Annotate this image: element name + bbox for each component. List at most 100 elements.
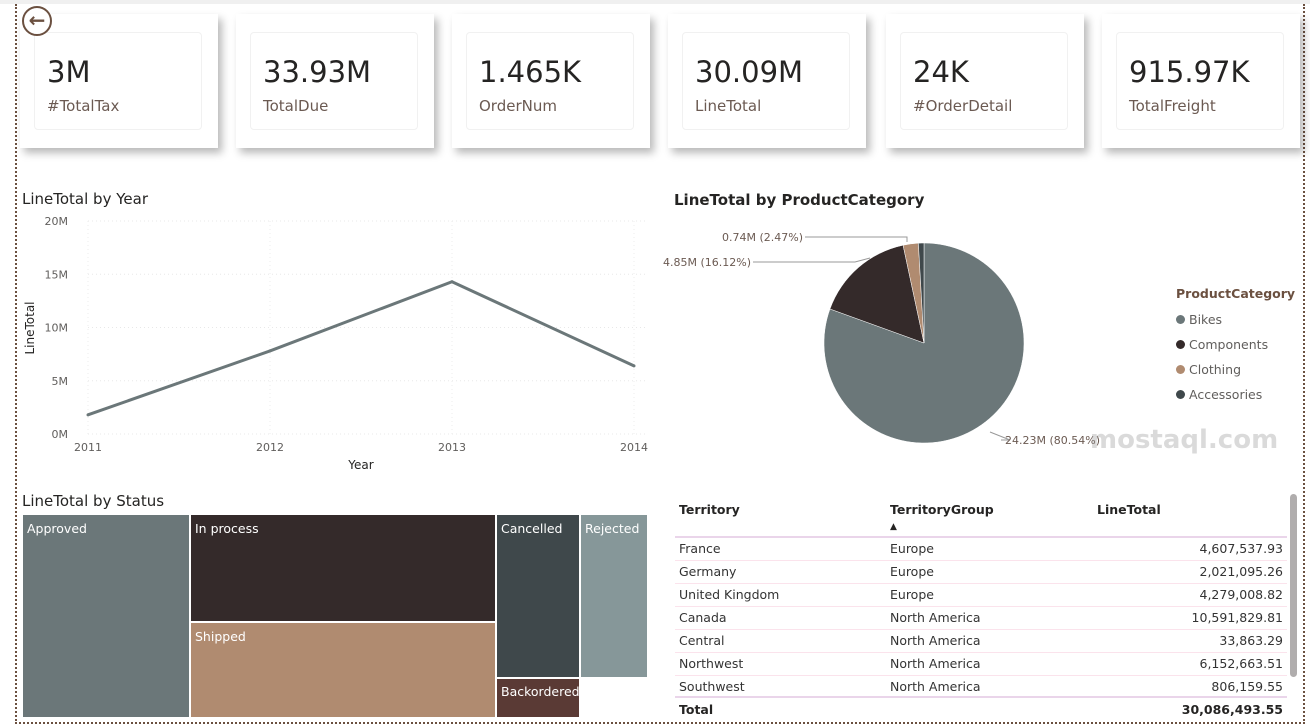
kpi-card-inner: 1.465K OrderNum: [466, 32, 634, 130]
pie-slice-components[interactable]: [829, 244, 925, 344]
kpi-card-inner: 33.93M TotalDue: [250, 32, 418, 130]
kpi-card-inner: 3M #TotalTax: [34, 32, 202, 130]
pie-leader-line: [753, 257, 871, 263]
legend-label: Accessories: [1189, 387, 1263, 402]
x-tick-label: 2011: [74, 441, 102, 454]
line-chart-title: LineTotal by Year: [22, 190, 148, 208]
kpi-card-totaldue: 33.93M TotalDue: [236, 14, 434, 148]
kpi-card-linetotal: 30.09M LineTotal: [668, 14, 866, 148]
legend-label: Clothing: [1189, 362, 1242, 377]
table-cell: 10,591,829.81: [1093, 606, 1287, 630]
table-cell: United Kingdom: [675, 583, 886, 607]
treemap-tile-approved[interactable]: Approved: [22, 514, 190, 718]
treemap-label: Cancelled: [501, 521, 563, 536]
kpi-label: OrderNum: [479, 97, 557, 115]
line-point[interactable]: [86, 413, 90, 417]
legend-title: ProductCategory: [1176, 286, 1296, 301]
top-bar: [0, 0, 1310, 4]
kpi-label: TotalFreight: [1129, 97, 1216, 115]
table-row[interactable]: Northwest North America 6,152,663.51: [675, 652, 1287, 676]
kpi-value: 915.97K: [1129, 55, 1250, 89]
legend-label: Bikes: [1189, 312, 1223, 327]
kpi-value: 33.93M: [263, 55, 372, 89]
kpi-card-ordernum: 1.465K OrderNum: [452, 14, 650, 148]
pie-leader-line: [989, 431, 1011, 441]
table-total-row: Total 30,086,493.55: [675, 696, 1287, 720]
table-row[interactable]: Southwest North America 806,159.55: [675, 675, 1287, 699]
kpi-value: 24K: [913, 55, 969, 89]
column-header-linetotal[interactable]: LineTotal: [1093, 498, 1287, 538]
watermark: mostaql.com: [1090, 425, 1279, 455]
total-value: 30,086,493.55: [1181, 702, 1283, 717]
kpi-card-inner: 24K #OrderDetail: [900, 32, 1068, 130]
pie-legend: ProductCategory Bikes Components Clothing A…: [1176, 286, 1295, 407]
table-cell: Europe: [886, 583, 1093, 607]
table-cell: North America: [886, 675, 1093, 699]
treemap-label: Approved: [27, 521, 87, 536]
report-canvas: [15, 4, 1305, 724]
column-header-territory[interactable]: Territory: [675, 498, 886, 538]
line-point[interactable]: [450, 280, 454, 284]
y-tick-label: 10M: [45, 322, 69, 335]
pie-data-label: 24.23M (80.54%): [1005, 434, 1100, 447]
legend-item-bikes[interactable]: Bikes: [1176, 307, 1295, 332]
treemap-title: LineTotal by Status: [22, 492, 165, 510]
legend-item-components[interactable]: Components: [1176, 332, 1295, 357]
sort-ascending-icon: ▲: [890, 522, 897, 532]
column-header-territorygroup[interactable]: TerritoryGroup ▲: [886, 498, 1093, 538]
table-cell: Canada: [675, 606, 886, 630]
pie-leader-line: [805, 236, 908, 242]
legend-item-accessories[interactable]: Accessories: [1176, 382, 1295, 407]
y-tick-label: 20M: [45, 215, 69, 228]
table-cell: 6,152,663.51: [1093, 652, 1287, 676]
x-tick-label: 2014: [620, 441, 648, 454]
pie-data-label: 4.85M (16.12%): [663, 256, 751, 269]
table-cell: 806,159.55: [1093, 675, 1287, 699]
treemap-tile-in-process[interactable]: In process: [190, 514, 496, 622]
kpi-card-totalfreight: 915.97K TotalFreight: [1102, 14, 1300, 148]
treemap-tile-backordered[interactable]: Backordered: [496, 678, 580, 718]
line-point[interactable]: [632, 364, 636, 368]
line-chart: 0M 5M 10M 15M 20M 2011 2012 2013 2014 Year LineTot…: [23, 215, 648, 472]
table-cell: 2,021,095.26: [1093, 560, 1287, 584]
treemap-label: Shipped: [195, 629, 246, 644]
table-cell: Europe: [886, 537, 1093, 561]
table-cell: 4,279,008.82: [1093, 583, 1287, 607]
y-tick-label: 0M: [52, 428, 69, 441]
legend-dot-icon: [1176, 340, 1185, 349]
table-row[interactable]: Central North America 33,863.29: [675, 629, 1287, 653]
kpi-card-inner: 915.97K TotalFreight: [1116, 32, 1284, 130]
treemap-tile-rejected[interactable]: Rejected: [580, 514, 648, 678]
table-row[interactable]: Germany Europe 2,021,095.26: [675, 560, 1287, 584]
pie-chart: 24.23M (80.54%) 4.85M (16.12%) 0.74M (2.47…: [663, 231, 1100, 447]
table-scrollbar[interactable]: [1290, 494, 1297, 677]
table-cell: 33,863.29: [1093, 629, 1287, 653]
table-row[interactable]: United Kingdom Europe 4,279,008.82: [675, 583, 1287, 607]
table-cell: North America: [886, 629, 1093, 653]
table-cell: Germany: [675, 560, 886, 584]
kpi-value: 30.09M: [695, 55, 804, 89]
kpi-label: LineTotal: [695, 97, 762, 115]
back-arrow-icon[interactable]: ←: [22, 6, 52, 36]
table-cell: North America: [886, 606, 1093, 630]
column-header-label: TerritoryGroup: [890, 502, 994, 517]
line-point[interactable]: [268, 349, 272, 353]
table-cell: Europe: [886, 560, 1093, 584]
table-cell: Southwest: [675, 675, 886, 699]
kpi-label: #OrderDetail: [913, 97, 1013, 115]
treemap-tile-shipped[interactable]: Shipped: [190, 622, 496, 718]
legend-label: Components: [1189, 337, 1269, 352]
table-row[interactable]: France Europe 4,607,537.93: [675, 537, 1287, 561]
legend-dot-icon: [1176, 315, 1185, 324]
pie-data-label: 0.74M (2.47%): [722, 231, 803, 244]
legend-item-clothing[interactable]: Clothing: [1176, 357, 1295, 382]
kpi-card-inner: 30.09M LineTotal: [682, 32, 850, 130]
kpi-label: #TotalTax: [47, 97, 120, 115]
treemap-tile-cancelled[interactable]: Cancelled: [496, 514, 580, 678]
table-cell: France: [675, 537, 886, 561]
line-series: [87, 280, 635, 417]
treemap-label: In process: [195, 521, 259, 536]
kpi-value: 1.465K: [479, 55, 582, 89]
table-row[interactable]: Canada North America 10,591,829.81: [675, 606, 1287, 630]
pie-slice-accessories[interactable]: [918, 242, 925, 344]
